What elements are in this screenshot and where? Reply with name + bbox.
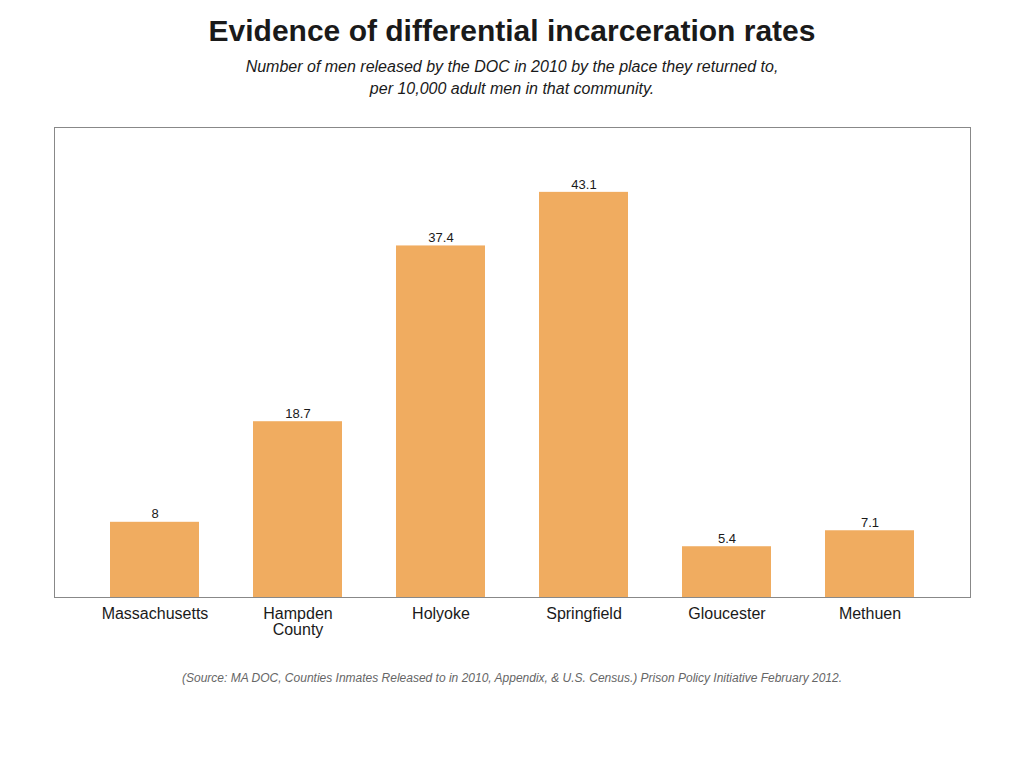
svg-text:18.7: 18.7 <box>285 406 310 421</box>
html-text:Evidence of differential incar: Evidence of differential incarceration r… <box>208 14 816 47</box>
svg-text:8: 8 <box>151 506 158 521</box>
html-text:(Source: MA DOC, Counties Inma: (Source: MA DOC, Counties Inmates Releas… <box>182 670 842 685</box>
svg-text:43.1: 43.1 <box>571 176 596 191</box>
svg-text:Gloucester: Gloucester <box>688 605 766 622</box>
svg-text:Springfield: Springfield <box>546 605 622 622</box>
svg-text:7.1: 7.1 <box>861 515 879 530</box>
svg-text:Holyoke: Holyoke <box>412 605 470 622</box>
svg-text:5.4: 5.4 <box>718 531 736 546</box>
html-text:Number of men released by the: Number of men released by the DOC in 201… <box>245 58 779 98</box>
svg-text:37.4: 37.4 <box>428 230 453 245</box>
svg-text:Massachusetts: Massachusetts <box>102 605 209 622</box>
svg-text:Methuen: Methuen <box>839 605 901 622</box>
svg-text:HampdenCounty: HampdenCounty <box>263 605 332 638</box>
